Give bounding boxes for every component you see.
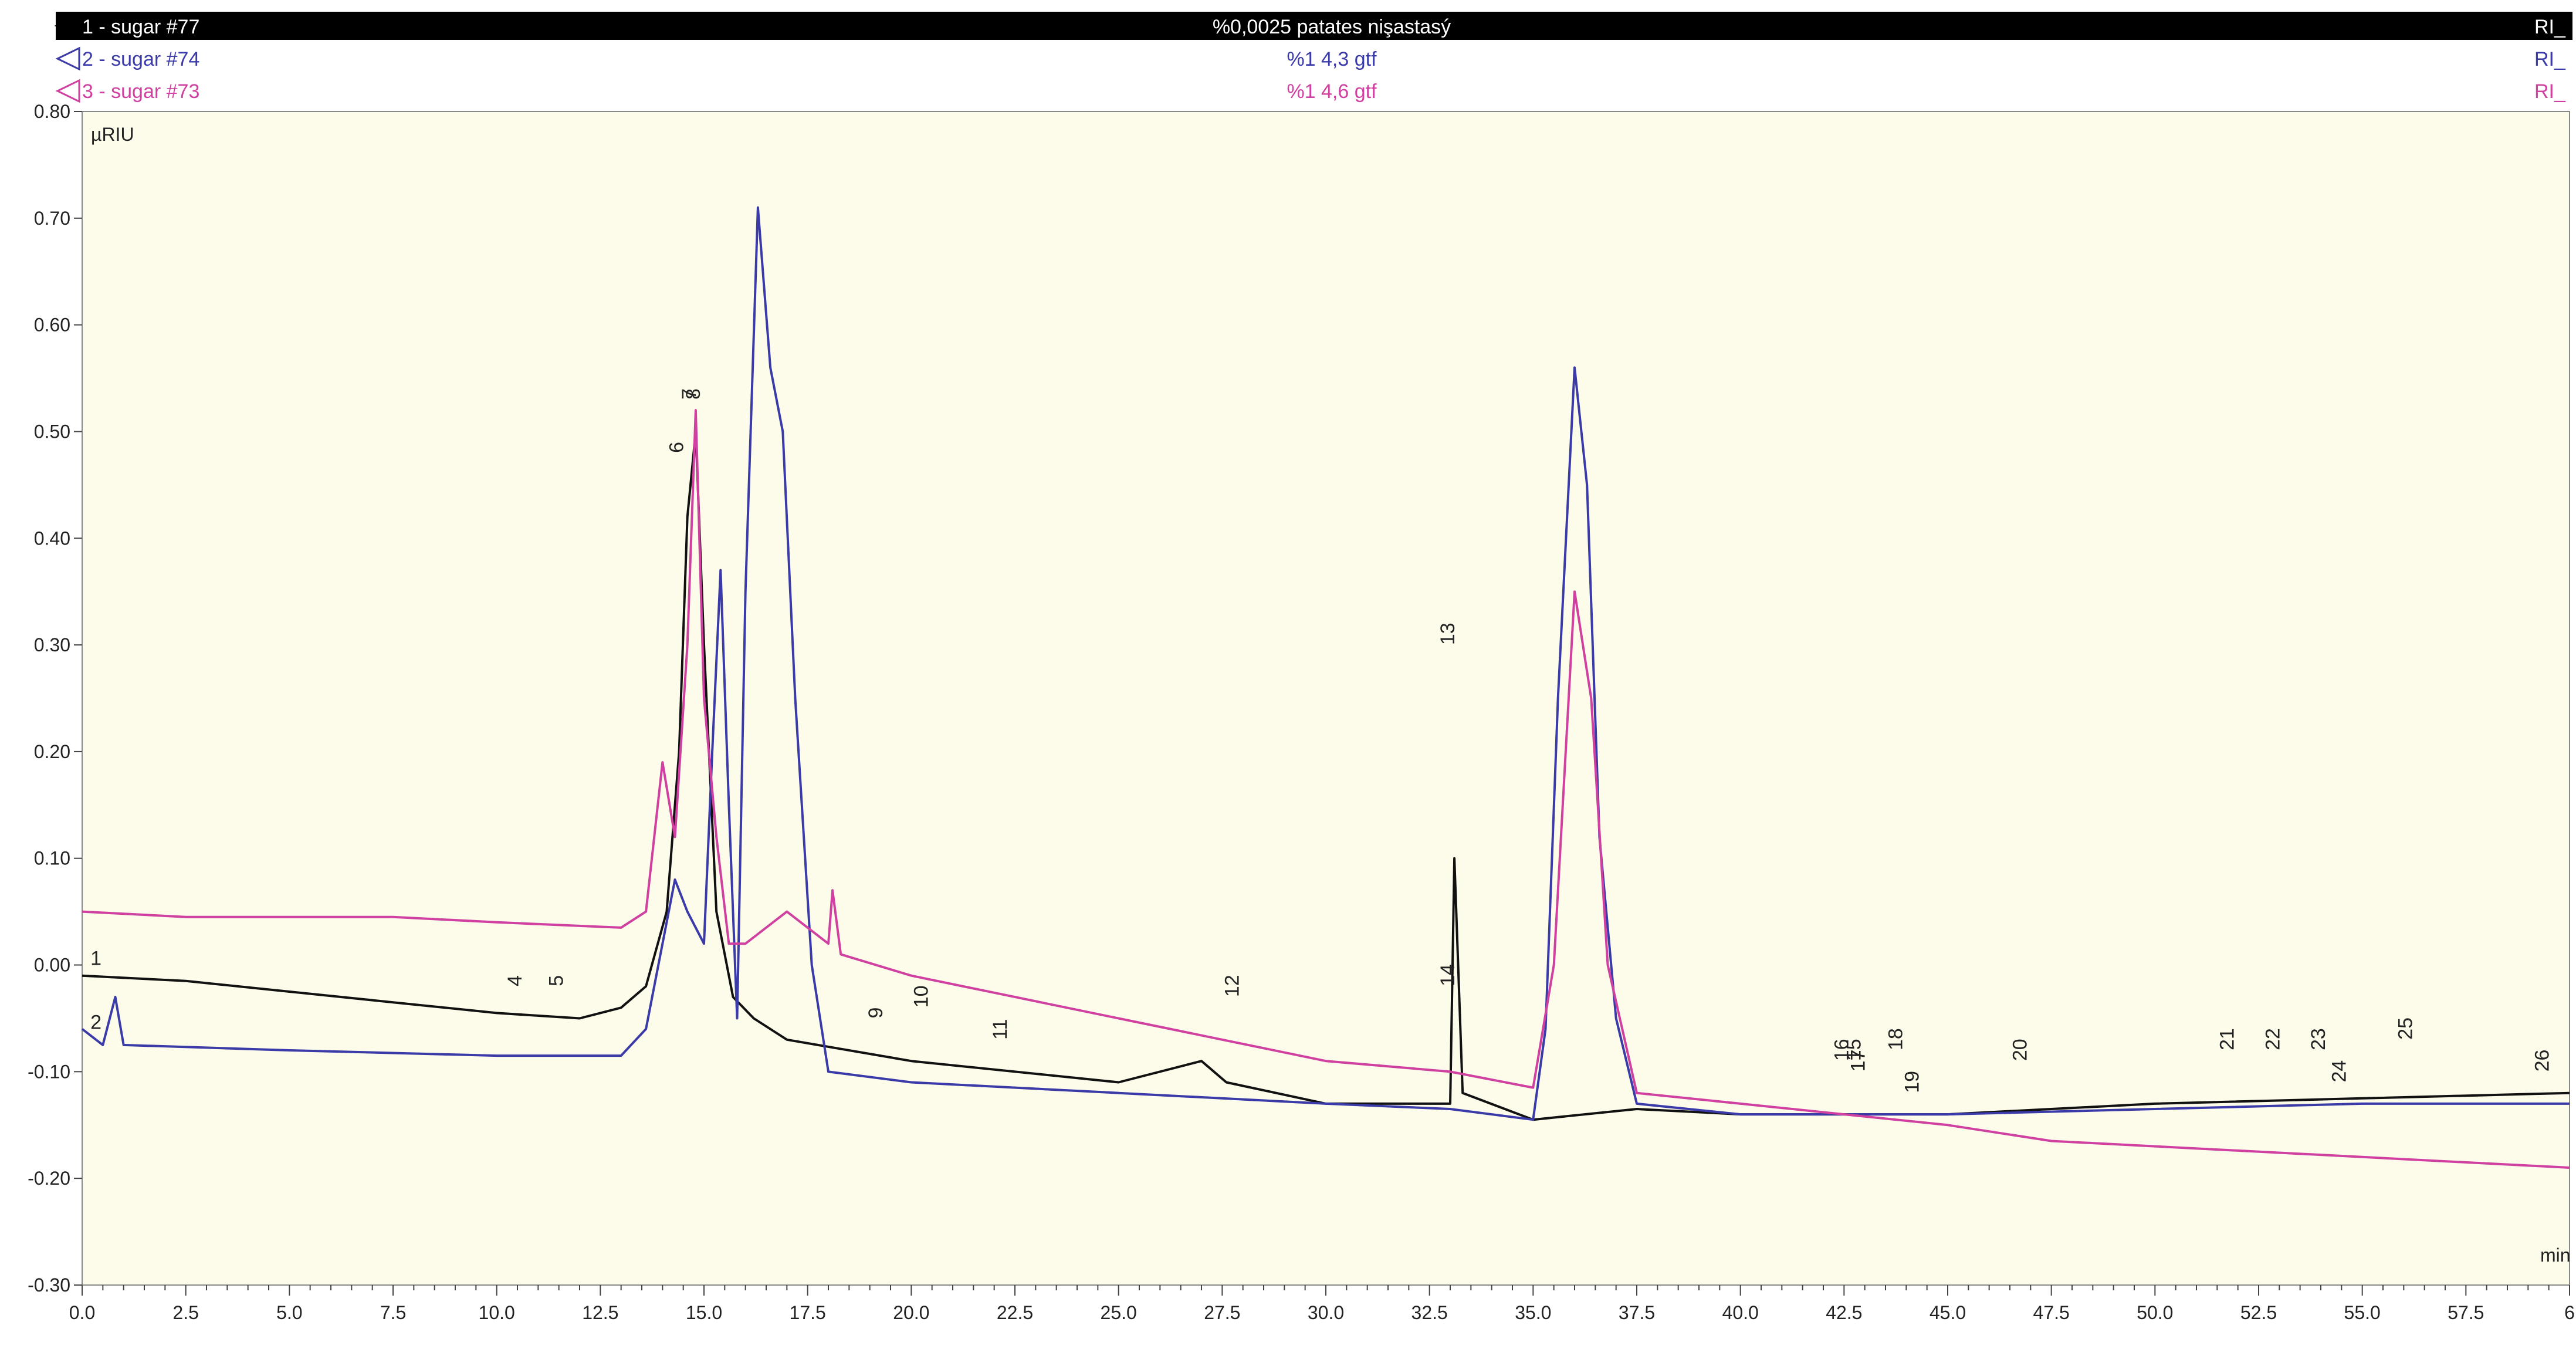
legend-row-1-right: RI_ xyxy=(2534,16,2566,38)
peak-label: 16 xyxy=(1830,1039,1853,1061)
legend-row-3-triangle-icon xyxy=(55,79,80,103)
legend-row-1-name: 1 - sugar #77 xyxy=(82,16,199,38)
legend-row-2-right: RI_ xyxy=(2534,48,2566,70)
x-tick-label: 27.5 xyxy=(1204,1302,1240,1323)
peak-label: 19 xyxy=(1901,1071,1924,1093)
x-tick-label: 37.5 xyxy=(1619,1302,1655,1323)
legend-row-2-triangle-icon xyxy=(55,46,80,71)
x-tick-label: 10.0 xyxy=(479,1302,515,1323)
x-tick-label: 35.0 xyxy=(1515,1302,1551,1323)
y-tick-label: 0.50 xyxy=(34,421,70,442)
x-tick-label: 2.5 xyxy=(172,1302,198,1323)
x-tick-label: 50.0 xyxy=(2137,1302,2173,1323)
series-line-3 xyxy=(82,409,2570,1169)
peak-label: 10 xyxy=(910,985,933,1007)
peak-label: 24 xyxy=(2328,1060,2350,1083)
legend-row-3-center: %1 4,6 gtf xyxy=(1287,80,1377,103)
peak-label: 17 xyxy=(1847,1050,1870,1072)
x-tick-label: 45.0 xyxy=(1930,1302,1966,1323)
peak-label: 26 xyxy=(2531,1050,2554,1072)
x-tick-label: 47.5 xyxy=(2033,1302,2070,1323)
peak-label: 7 xyxy=(678,388,700,400)
peak-label: 4 xyxy=(504,975,526,986)
legend-row-2[interactable]: 2 - sugar #74 %1 4,3 gtf RI_ xyxy=(55,46,2566,71)
y-tick-label: 0.80 xyxy=(34,101,70,122)
x-tick-label: 20.0 xyxy=(893,1302,929,1323)
x-tick-label: 55.0 xyxy=(2344,1302,2381,1323)
peak-label: 20 xyxy=(2009,1039,2031,1061)
legend-row-2-center: %1 4,3 gtf xyxy=(1287,48,1377,70)
peak-label: 15 xyxy=(1843,1039,1866,1061)
plot-area xyxy=(82,111,2570,1286)
peak-label: 14 xyxy=(1437,964,1459,986)
y-tick-label: 0.60 xyxy=(34,315,70,336)
peak-label: 22 xyxy=(2262,1028,2284,1050)
peak-label: 23 xyxy=(2307,1028,2330,1050)
peak-label: 9 xyxy=(865,1007,887,1019)
x-tick-label: 5.0 xyxy=(276,1302,302,1323)
x-tick-label: 32.5 xyxy=(1411,1302,1448,1323)
legend-row-1-triangle-icon xyxy=(54,14,80,38)
x-tick-label: 57.5 xyxy=(2448,1302,2484,1323)
y-tick-label: -0.10 xyxy=(28,1061,70,1082)
x-tick-label: 12.5 xyxy=(582,1302,618,1323)
y-tick-label: 0.70 xyxy=(34,208,70,229)
x-tick-label: 7.5 xyxy=(380,1302,406,1323)
legend-row-3[interactable]: 3 - sugar #73 %1 4,6 gtf RI_ xyxy=(55,79,2566,103)
peak-label: 5 xyxy=(546,975,568,986)
series-line-1 xyxy=(82,430,2570,1121)
legend-row-2-name: 2 - sugar #74 xyxy=(82,48,199,70)
series-lines xyxy=(81,206,2570,1169)
legend-header: 1 - sugar #77 %0,0025 patates nişastasý … xyxy=(54,12,2572,103)
peak-label: 25 xyxy=(2394,1017,2416,1040)
x-tick-label: 25.0 xyxy=(1101,1302,1137,1323)
legend-row-1[interactable]: 1 - sugar #77 %0,0025 patates nişastasý … xyxy=(54,12,2572,40)
x-tick-label: 22.5 xyxy=(997,1302,1033,1323)
y-tick-label: 0.10 xyxy=(34,848,70,869)
x-tick-label: 30.0 xyxy=(1308,1302,1344,1323)
y-tick-label: 0.30 xyxy=(34,634,70,655)
x-tick-label: 42.5 xyxy=(1826,1302,1862,1323)
x-tick-label: 17.5 xyxy=(790,1302,826,1323)
peak-label: 2 xyxy=(90,1012,101,1034)
x-tick-label: 6 xyxy=(2564,1302,2575,1323)
peak-label: 13 xyxy=(1437,623,1459,645)
y-tick-label: 0.20 xyxy=(34,741,70,762)
y-axis: 0.80 0.70 0.60 0.50 0.40 0.30 0.20 0.10 0.00 -0.1… xyxy=(28,101,82,1296)
y-axis-unit-label: µRIU xyxy=(91,124,134,145)
x-tick-label: 0.0 xyxy=(69,1302,95,1323)
legend-row-1-bg xyxy=(56,12,2572,40)
peak-label: 1 xyxy=(90,948,101,970)
series-line-2 xyxy=(81,206,2570,1121)
y-tick-label: -0.30 xyxy=(28,1274,70,1296)
peak-label: 8 xyxy=(682,388,705,400)
peak-label: 6 xyxy=(666,442,688,453)
peak-label: 18 xyxy=(1884,1028,1907,1050)
y-tick-label: 0.40 xyxy=(34,528,70,549)
legend-row-3-right: RI_ xyxy=(2534,80,2566,103)
y-tick-label: 0.00 xyxy=(34,955,70,976)
x-tick-label: 40.0 xyxy=(1722,1302,1759,1323)
x-axis-unit-label: min xyxy=(2540,1245,2571,1266)
x-tick-label: 52.5 xyxy=(2240,1302,2277,1323)
peak-label: 21 xyxy=(2216,1028,2239,1050)
legend-row-1-center: %0,0025 patates nişastasý xyxy=(1213,16,1451,38)
peak-label: 11 xyxy=(989,1019,1011,1040)
x-axis: 0.0 2.5 5.0 7.5 10.0 12.5 15.0 17.5 20.0 22.5 25.0… xyxy=(69,1285,2575,1323)
y-tick-label: -0.20 xyxy=(28,1168,70,1189)
peak-label: 12 xyxy=(1221,975,1244,997)
legend-row-3-name: 3 - sugar #73 xyxy=(82,80,199,103)
x-tick-label: 15.0 xyxy=(686,1302,722,1323)
